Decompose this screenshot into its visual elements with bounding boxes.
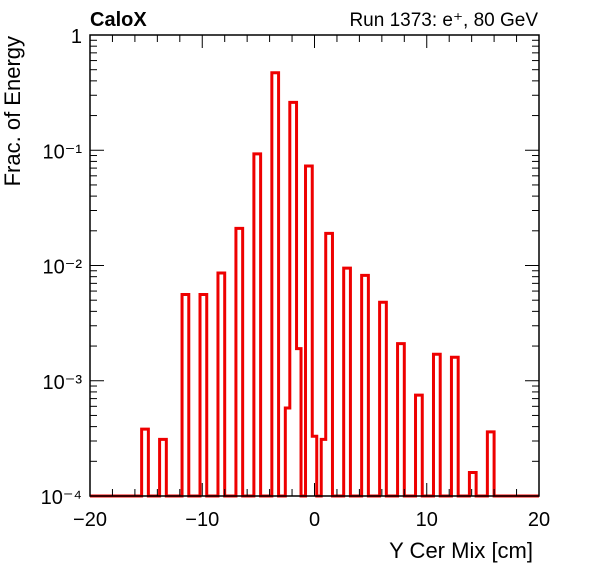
chart-title-right: Run 1373: e⁺, 80 GeV xyxy=(349,10,538,31)
x-tick-labels: −20 −10 0 10 20 xyxy=(73,509,550,531)
x-axis-title: Y Cer Mix [cm] xyxy=(389,538,533,563)
x-tick-label: −20 xyxy=(73,509,107,531)
chart-title-left: CaloX xyxy=(90,9,147,31)
x-tick-label: −10 xyxy=(185,509,219,531)
y-tick-label: 10⁻³ xyxy=(43,372,83,394)
y-tick-label: 1 xyxy=(71,26,82,48)
x-tick-label: 0 xyxy=(309,509,320,531)
y-tick-label: 10⁻¹ xyxy=(43,141,83,163)
x-tick-label: 10 xyxy=(416,509,438,531)
histogram-series-line xyxy=(90,71,539,498)
y-tick-label: 10⁻² xyxy=(43,257,83,279)
x-tick-label: 20 xyxy=(528,509,550,531)
y-tick-label: 10⁻⁴ xyxy=(41,487,82,509)
axis-ticks xyxy=(89,34,540,497)
y-tick-labels: 10⁻⁴ 10⁻³ 10⁻² 10⁻¹ 1 xyxy=(41,26,83,509)
y-axis-title: Frac. of Energy xyxy=(0,36,25,186)
